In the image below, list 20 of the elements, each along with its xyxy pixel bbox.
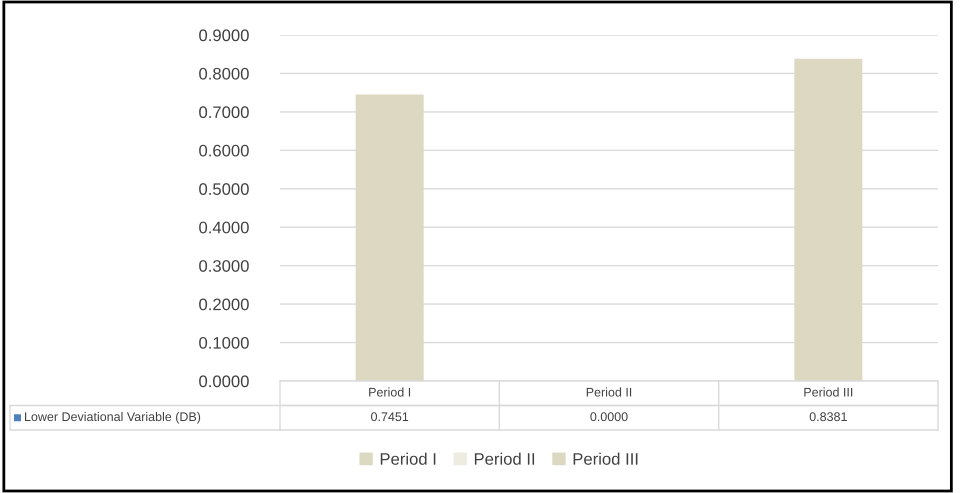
y-tick-label: 0.8000 bbox=[199, 68, 249, 80]
y-tick-label: 0.1000 bbox=[199, 336, 249, 349]
text: Lower Deviational Variable (DB) bbox=[25, 412, 200, 424]
x-tick-label: Period I bbox=[369, 387, 410, 397]
y-tick-label: 0.5000 bbox=[199, 183, 249, 195]
x-tick-label: Period II bbox=[586, 387, 632, 397]
y-tick-label: 0.4000 bbox=[199, 222, 249, 234]
y-tick-label: 0.3000 bbox=[199, 260, 249, 272]
data-label: 0.0000 bbox=[590, 412, 628, 422]
y-tick-label: 0.2000 bbox=[199, 298, 249, 310]
category-label: Period III bbox=[574, 452, 638, 465]
y-tick-label: 0.6000 bbox=[199, 144, 249, 157]
x-tick-label: Period III bbox=[804, 387, 852, 397]
category-label: Period II bbox=[474, 452, 534, 465]
y-tick-label: 0.0000 bbox=[199, 375, 249, 388]
data-label: 0.8381 bbox=[810, 412, 847, 422]
data-label: 0.7451 bbox=[371, 412, 408, 422]
y-tick-label: 0.9000 bbox=[199, 29, 249, 42]
y-tick-label: 0.7000 bbox=[199, 106, 249, 118]
category-label: Period I bbox=[380, 452, 436, 465]
